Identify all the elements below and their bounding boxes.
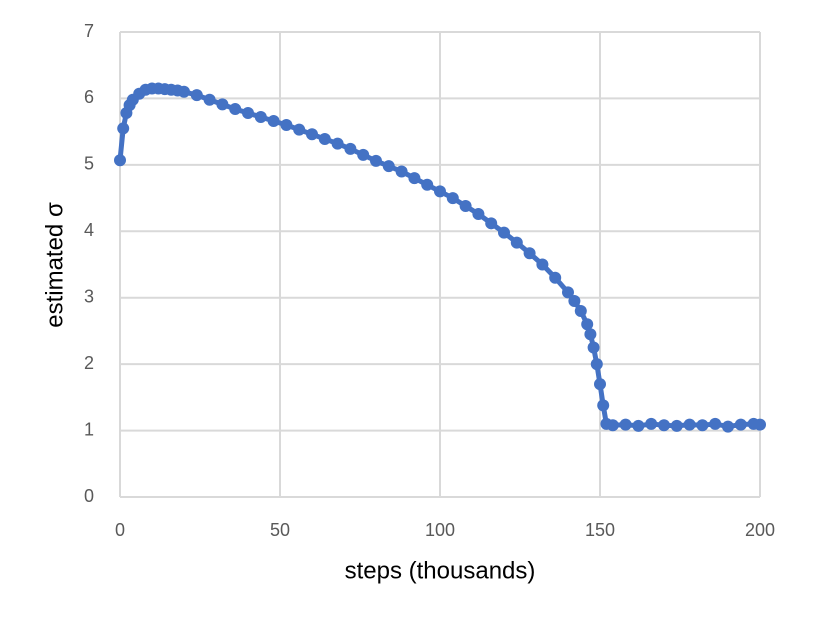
marker	[568, 295, 581, 308]
x-tick-label: 200	[745, 520, 775, 540]
marker	[382, 160, 395, 173]
y-tick-label: 3	[84, 286, 94, 306]
y-tick-label: 0	[84, 486, 94, 506]
marker	[306, 128, 318, 141]
marker	[632, 419, 645, 432]
marker	[709, 417, 722, 430]
marker	[117, 122, 130, 135]
y-tick-label: 7	[84, 21, 94, 41]
marker	[606, 419, 619, 432]
marker	[734, 418, 747, 431]
marker	[587, 341, 600, 354]
marker	[485, 217, 498, 230]
x-tick-label: 0	[115, 520, 125, 540]
marker	[510, 236, 523, 249]
marker	[421, 178, 434, 191]
marker	[254, 111, 267, 124]
y-tick-label: 2	[84, 353, 94, 373]
marker	[280, 119, 293, 131]
marker	[581, 318, 594, 331]
marker	[562, 286, 574, 299]
marker	[754, 418, 766, 431]
y-axis-label: estimated σ	[41, 202, 68, 328]
marker	[619, 418, 632, 431]
marker	[549, 271, 562, 284]
marker	[498, 226, 510, 239]
marker	[594, 378, 606, 391]
marker	[331, 137, 344, 150]
y-tick-label: 5	[84, 154, 94, 174]
marker	[370, 154, 382, 167]
marker	[670, 419, 683, 432]
marker	[459, 200, 472, 213]
x-tick-label: 50	[270, 520, 290, 540]
marker	[344, 142, 357, 155]
marker	[523, 247, 536, 260]
y-tick-label: 1	[84, 419, 94, 439]
marker	[408, 172, 421, 185]
marker	[584, 328, 597, 341]
marker	[536, 258, 549, 271]
marker	[114, 154, 126, 167]
x-axis-label: steps (thousands)	[345, 557, 536, 584]
x-tick-label: 150	[585, 520, 615, 540]
marker	[590, 358, 603, 371]
marker	[472, 208, 485, 221]
x-tick-label: 100	[425, 520, 455, 540]
marker	[216, 98, 229, 111]
y-tick-label: 6	[84, 87, 94, 107]
marker	[357, 148, 370, 161]
marker	[722, 420, 734, 433]
marker	[293, 123, 306, 136]
marker	[242, 107, 254, 120]
marker	[203, 93, 216, 106]
marker	[434, 185, 446, 198]
marker	[683, 418, 696, 431]
marker	[574, 305, 587, 317]
marker	[597, 399, 610, 412]
marker	[446, 192, 459, 205]
marker	[645, 417, 658, 430]
marker	[658, 419, 670, 432]
marker	[395, 165, 408, 178]
y-tick-label: 4	[84, 220, 94, 240]
marker	[229, 103, 242, 116]
marker	[696, 419, 709, 432]
marker	[190, 89, 203, 102]
marker	[267, 115, 280, 128]
marker	[318, 132, 331, 145]
marker	[178, 85, 190, 98]
